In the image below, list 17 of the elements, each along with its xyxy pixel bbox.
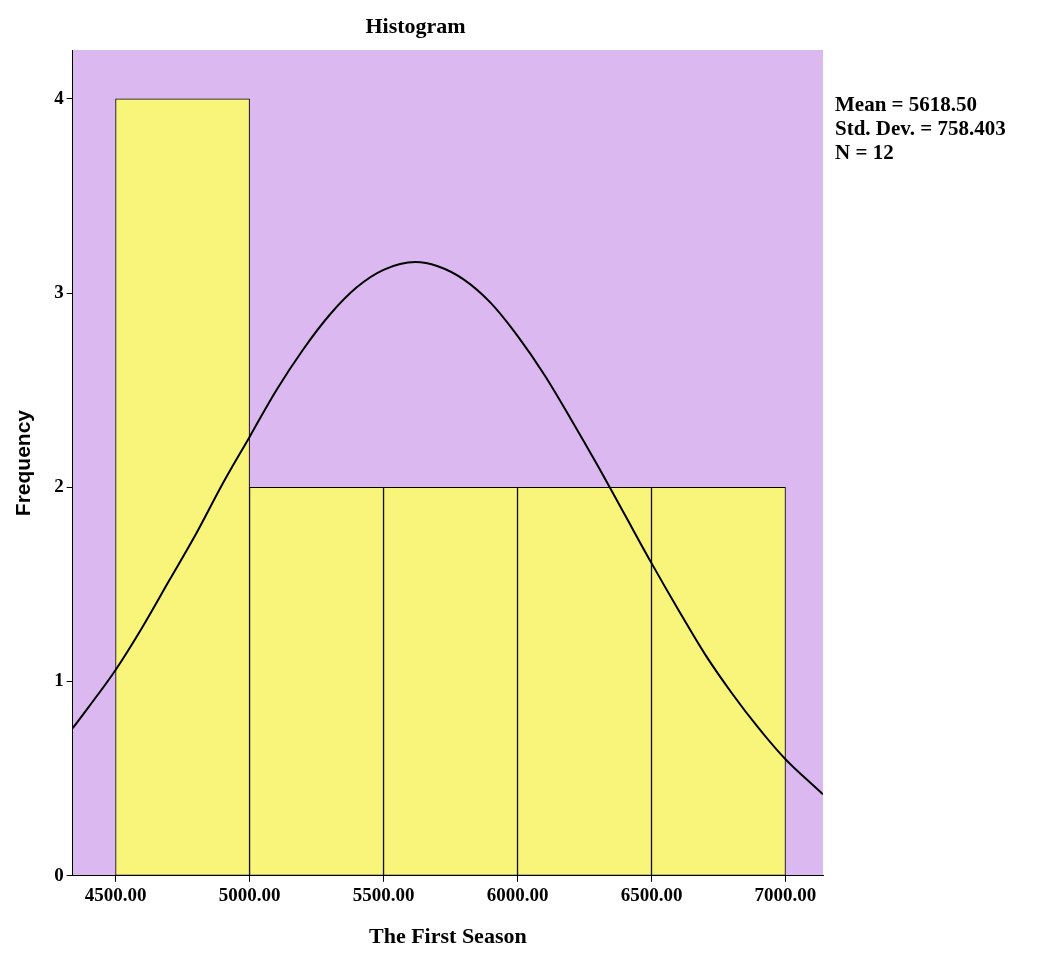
x-axis-title: The First Season: [369, 923, 527, 949]
x-tick-label: 6500.00: [620, 884, 683, 906]
x-tick-label: 4500.00: [84, 884, 147, 906]
x-tick-label: 6000.00: [486, 884, 549, 906]
x-tick-label: 5500.00: [352, 884, 415, 906]
chart-title: Histogram: [365, 12, 466, 38]
y-axis-title: Frequency: [11, 409, 35, 517]
x-tick-label: 7000.00: [754, 884, 817, 906]
text: N = 12: [835, 139, 894, 164]
text: Std. Dev. = 758.403: [835, 115, 1006, 140]
text: Mean = 5618.50: [835, 91, 978, 116]
y-tick-label: 0: [54, 863, 64, 885]
y-tick-label: 3: [54, 281, 64, 303]
x-tick-label: 5000.00: [218, 884, 281, 906]
y-tick-label: 1: [54, 669, 64, 691]
y-tick-label: 4: [54, 86, 65, 108]
y-tick-label: 2: [54, 475, 64, 497]
